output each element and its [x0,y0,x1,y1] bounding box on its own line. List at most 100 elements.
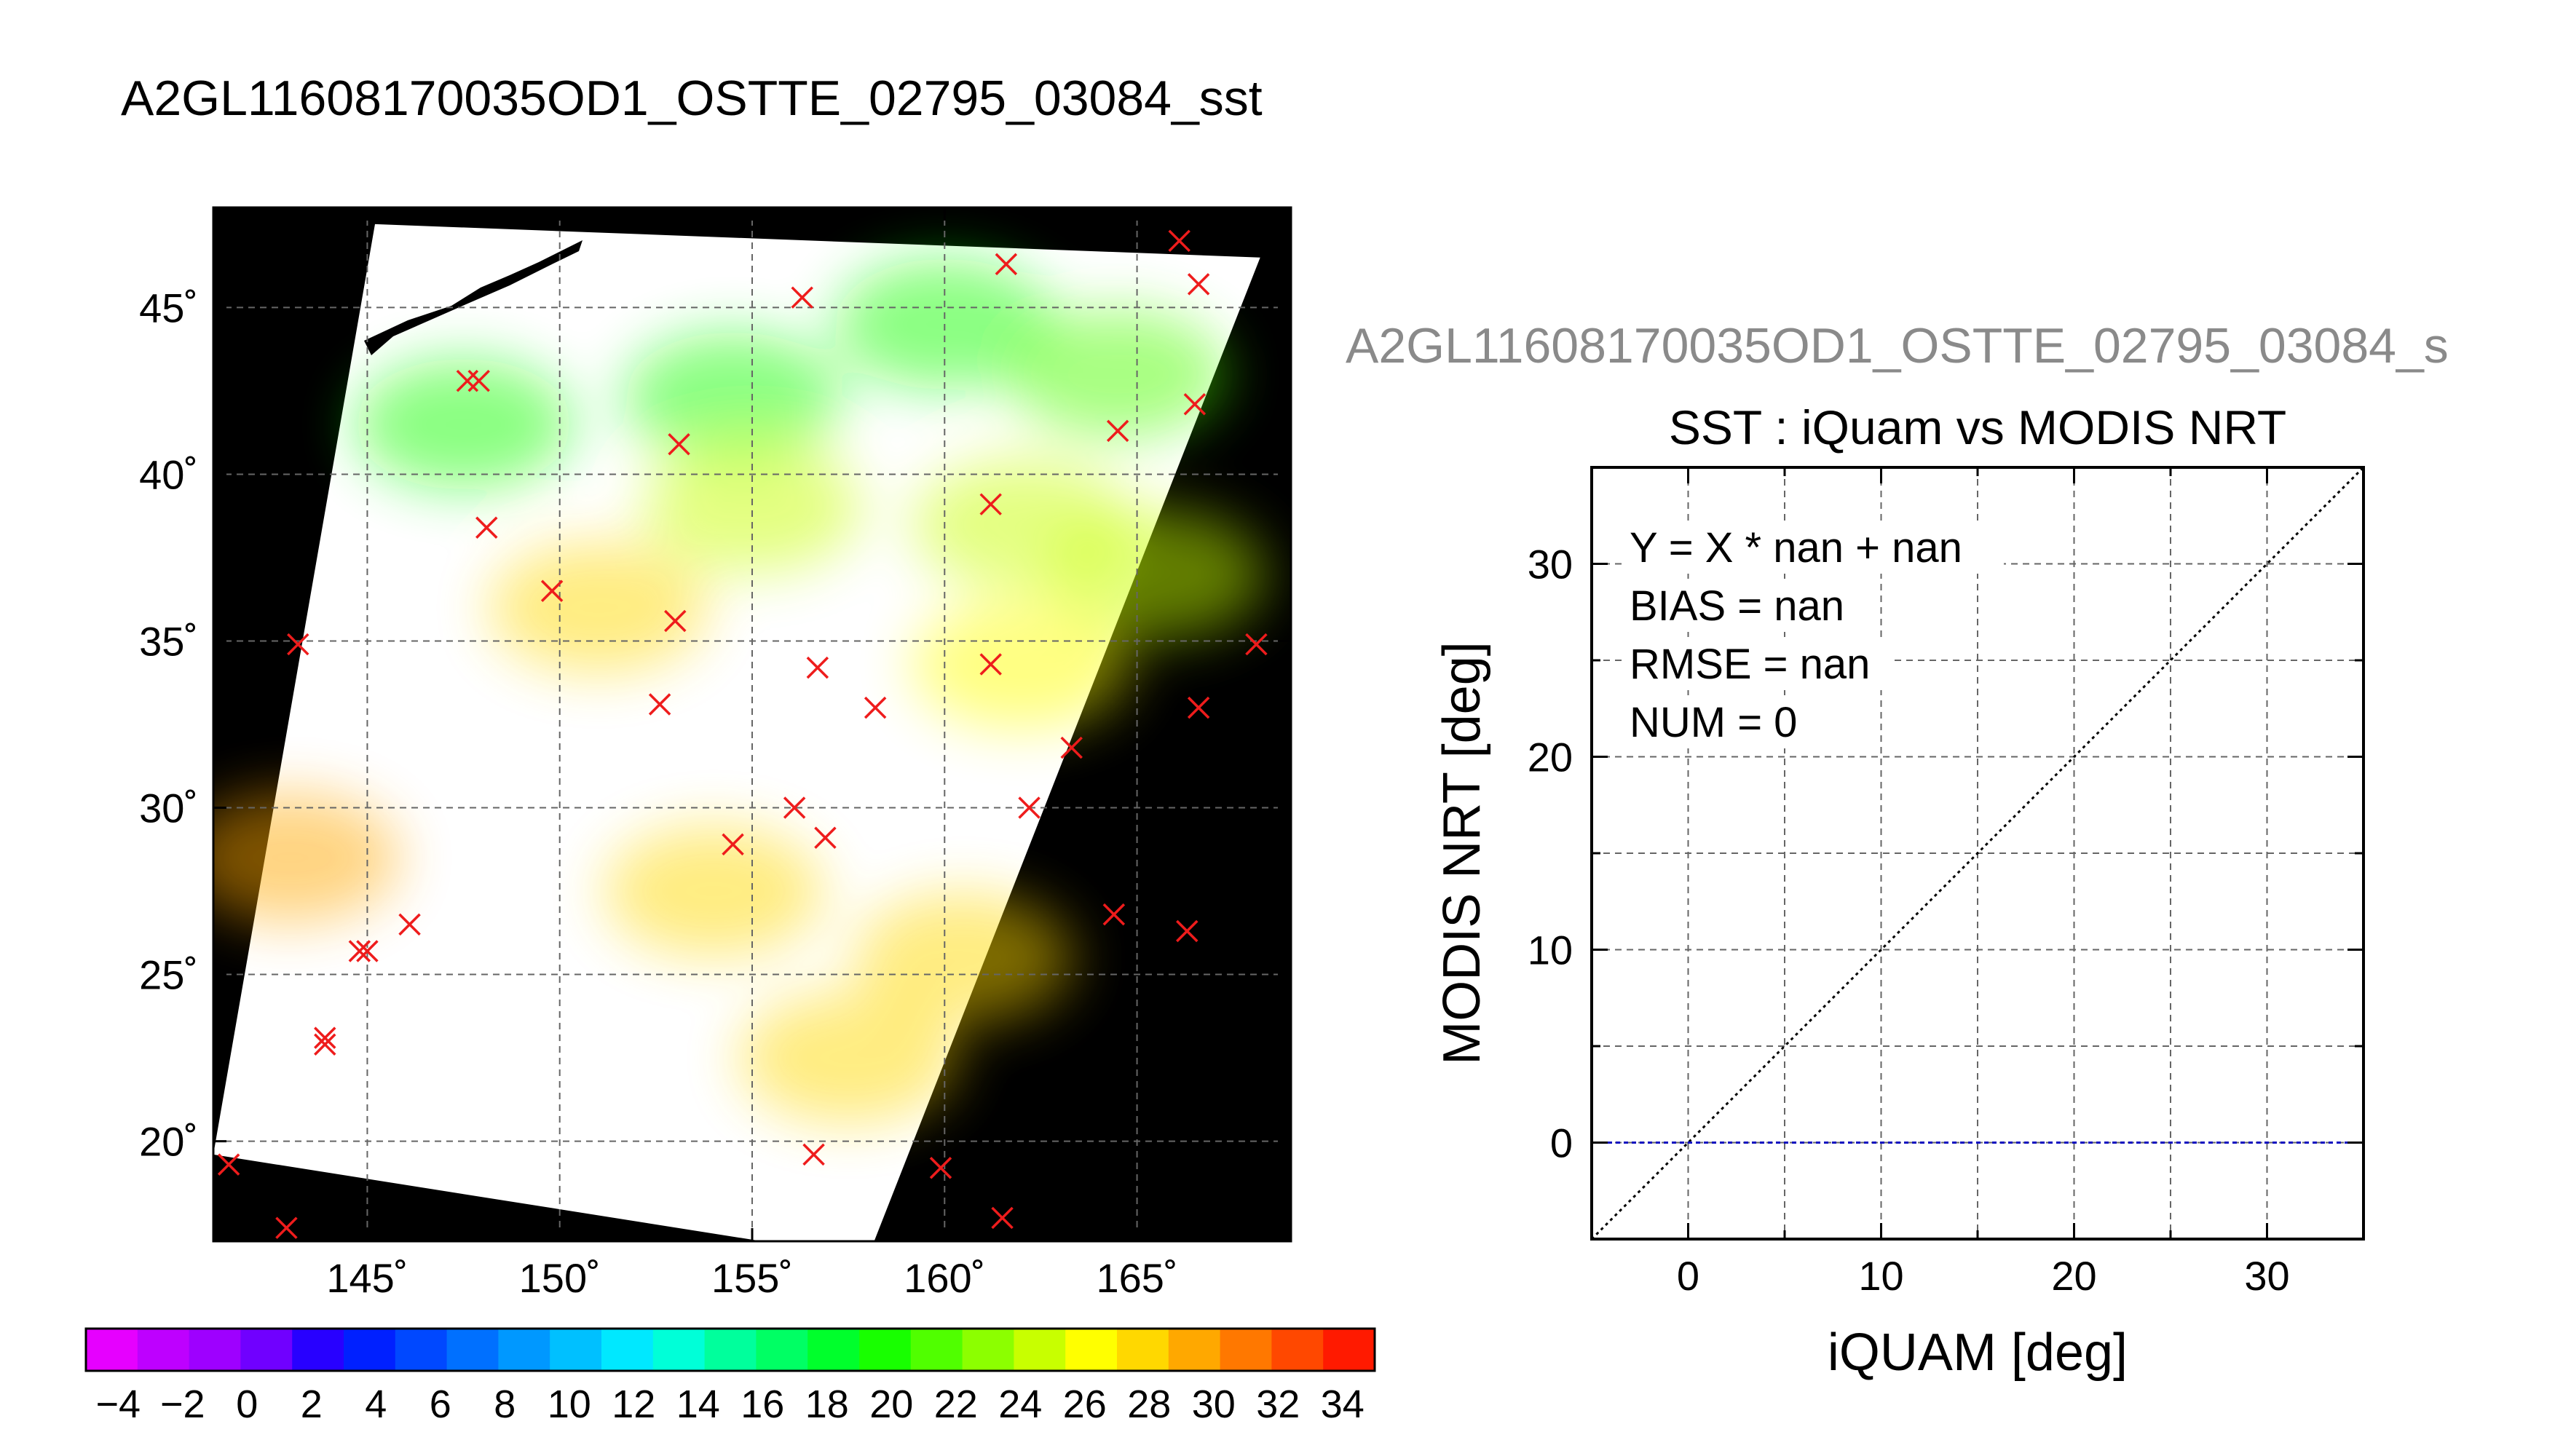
observation-marker [398,913,421,936]
stats-rmse: RMSE = nan [1630,641,1870,688]
colorbar-label: 34 [1321,1382,1365,1426]
scatter-y-tick-label: 0 [1550,1120,1573,1166]
observation-marker [1018,796,1040,819]
map-y-tick-label: 30˚ [139,786,198,831]
colorbar-cell [1168,1329,1221,1371]
observation-marker [540,579,564,603]
observation-marker [991,1206,1014,1230]
scatter-x-tick-label: 10 [1858,1253,1903,1299]
coastline-landmass [364,240,583,355]
observation-marker [1183,393,1207,416]
scatter-panel: A2GL11608170035OD1_OSTTE_02795_03084_s S… [1346,318,2449,1382]
sst-region [213,792,400,924]
observation-marker [995,253,1018,276]
colorbar-label: 24 [998,1382,1042,1426]
observation-marker [802,1143,825,1166]
sst-region [489,542,708,673]
observation-marker [791,286,813,309]
colorbar-cell [292,1329,344,1371]
colorbar-label: 4 [365,1382,387,1426]
colorbar-cell [137,1329,190,1371]
colorbar-cell [498,1329,550,1371]
colorbar-label: 30 [1192,1382,1236,1426]
map-y-ticks: 20˚ 25˚ 30˚ 35˚ 40˚ 45˚ [139,285,1291,1165]
observation-marker [356,940,379,962]
observation-marker [979,653,1002,676]
observation-marker [1168,229,1190,253]
map-x-tick-label: 150˚ [519,1255,601,1301]
colorbar-label: 18 [805,1382,849,1426]
stats-num: NUM = 0 [1630,699,1797,746]
colorbar-label: 12 [612,1382,655,1426]
observation-marker [929,1156,952,1179]
observation-markers [217,229,1268,1239]
scatter-y-tick-label: 20 [1528,735,1573,780]
map-y-tick-label: 40˚ [139,451,198,497]
sst-region [739,992,958,1124]
observation-marker [1187,273,1210,296]
stats-fit: Y = X * nan + nan [1630,524,1962,571]
map-y-tick-label: 45˚ [139,285,198,331]
sst-region [643,442,861,574]
sst-region [354,358,573,490]
sst-region [1047,508,1265,640]
colorbar-cell [550,1329,602,1371]
colorbar-cell [1117,1329,1169,1371]
overlay-title: A2GL11608170035OD1_OSTTE_02795_03084_s [1346,318,2449,373]
colorbar-cell [1065,1329,1118,1371]
observation-marker [722,833,744,856]
colorbar-cell [189,1329,241,1371]
colorbar-label: 10 [548,1382,591,1426]
colorbar-cell [344,1329,396,1371]
observation-marker [814,826,837,849]
map-x-tick-label: 155˚ [711,1255,793,1301]
figure-title: A2GL11608170035OD1_OSTTE_02795_03084_sst [121,71,1263,126]
observation-marker [1102,903,1126,926]
scatter-x-tick-label: 0 [1677,1253,1699,1299]
colorbar-label: 14 [676,1382,720,1426]
y-axis-label: MODIS NRT [deg] [1433,641,1491,1065]
colorbar-label: −2 [160,1382,205,1426]
sst-map-panel: 145˚ 150˚ 155˚ 160˚ 165˚ 20˚ 25˚ 30˚ 35˚ 40˚ 45˚ [139,206,1292,1301]
colorbar-cell [962,1329,1014,1371]
observation-marker [1106,419,1129,443]
map-x-tick-label: 165˚ [1097,1255,1178,1301]
stats-box: Y = X * nan + nan BIAS = nan RMSE = nan … [1625,523,2004,748]
observation-marker [314,1033,336,1056]
sst-color-layer [213,258,1265,1124]
scatter-x-tick-label: 30 [2244,1253,2289,1299]
colorbar-label: 28 [1127,1382,1171,1426]
colorbar-cell [910,1329,963,1371]
map-x-tick-label: 160˚ [904,1255,985,1301]
colorbar-label: 8 [494,1382,516,1426]
scatter-y-tick-label: 10 [1528,927,1573,973]
colorbar: −4 −2 0 2 4 6 8 10 12 14 16 18 20 22 24 26 28 30 32 34 [84,1327,1376,1426]
sst-region [623,332,842,464]
colorbar-label: 26 [1063,1382,1107,1426]
map-x-ticks: 145˚ 150˚ 155˚ 160˚ 165˚ [326,207,1178,1301]
colorbar-cell [704,1329,757,1371]
observation-marker [806,656,829,679]
colorbar-label: 6 [430,1382,451,1426]
colorbar-cell [1323,1329,1375,1371]
map-x-tick-label: 145˚ [326,1255,408,1301]
observation-marker [1245,633,1268,656]
observation-marker [1176,919,1198,943]
colorbar-label: 16 [741,1382,784,1426]
colorbar-label: 20 [869,1382,913,1426]
observation-marker [348,940,371,962]
observation-marker [783,796,806,819]
map-y-tick-label: 35˚ [139,618,198,664]
observation-marker [314,1026,336,1049]
stats-rmse-bg [1625,639,1895,690]
scatter-y-tick-label: 30 [1528,542,1573,587]
sst-region [604,826,824,957]
colorbar-cell [240,1329,293,1371]
sst-region [912,598,1131,730]
colorbar-cells [86,1329,1375,1371]
colorbar-label: −4 [95,1382,141,1426]
stats-bias-bg [1625,581,1865,632]
observation-marker [275,1216,298,1239]
colorbar-label: 2 [301,1382,323,1426]
